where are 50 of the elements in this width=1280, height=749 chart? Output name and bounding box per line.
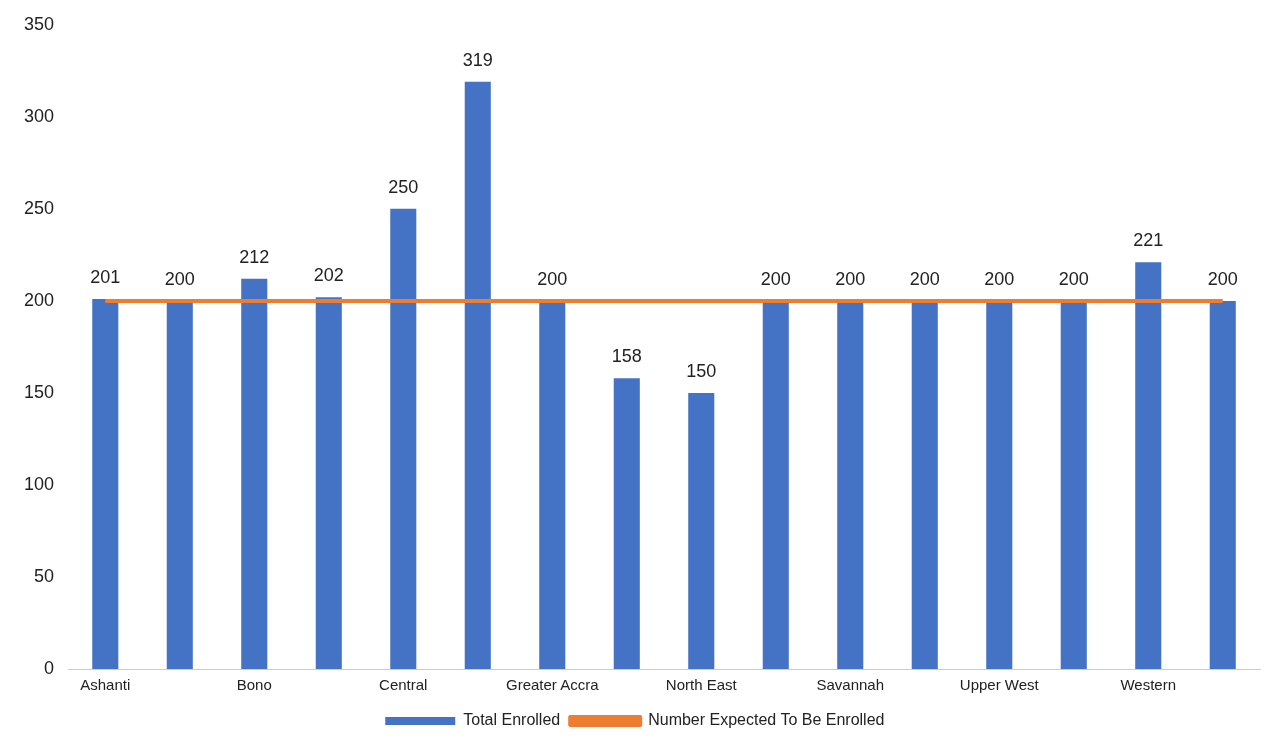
x-tick-label: North East <box>665 676 738 694</box>
bar <box>762 300 789 669</box>
data-label: 200 <box>984 268 1015 289</box>
data-label: 200 <box>1207 268 1238 289</box>
data-label: 319 <box>462 49 493 70</box>
y-tick-label: 150 <box>23 381 55 402</box>
y-tick-label: 100 <box>23 473 55 494</box>
bar <box>390 208 417 669</box>
x-tick-label: Savannah <box>816 676 885 694</box>
y-tick-label: 250 <box>23 197 55 218</box>
bar <box>1060 300 1087 669</box>
y-tick-label: 50 <box>34 565 55 586</box>
data-label: 202 <box>313 265 344 286</box>
data-label: 201 <box>90 267 121 288</box>
x-tick-label: Bono <box>236 676 272 694</box>
legend-label: Number Expected To Be Enrolled <box>648 711 885 729</box>
y-tick-label: 200 <box>23 289 55 310</box>
data-label: 158 <box>611 346 642 367</box>
data-label: 200 <box>1058 268 1089 289</box>
bar <box>464 81 491 669</box>
bar <box>837 300 864 669</box>
bar <box>986 300 1013 669</box>
bar <box>1135 262 1162 669</box>
bar <box>613 378 640 669</box>
bar <box>241 278 268 669</box>
data-label: 212 <box>239 246 270 267</box>
x-tick-label: Ashanti <box>80 676 131 694</box>
bar <box>539 300 566 669</box>
y-tick-label: 0 <box>44 657 55 678</box>
bar <box>1209 300 1236 669</box>
bar <box>688 392 715 669</box>
y-tick-label: 300 <box>23 105 55 126</box>
x-tick-label: Upper West <box>959 676 1040 694</box>
bar <box>911 300 938 669</box>
data-label: 200 <box>537 268 568 289</box>
x-tick-label: Central <box>379 676 428 694</box>
data-label: 200 <box>760 268 791 289</box>
data-label: 200 <box>835 268 866 289</box>
x-tick-label: Western <box>1120 676 1177 694</box>
y-tick-label: 350 <box>23 13 55 34</box>
data-label: 221 <box>1133 230 1164 251</box>
x-tick-label: Greater Accra <box>506 676 600 694</box>
legend-label: Total Enrolled <box>463 711 561 729</box>
data-label: 200 <box>164 268 195 289</box>
data-label: 150 <box>686 360 717 381</box>
bar <box>315 297 342 669</box>
bar <box>92 299 119 669</box>
data-label: 250 <box>388 176 419 197</box>
data-label: 200 <box>909 268 940 289</box>
bar <box>166 300 193 669</box>
